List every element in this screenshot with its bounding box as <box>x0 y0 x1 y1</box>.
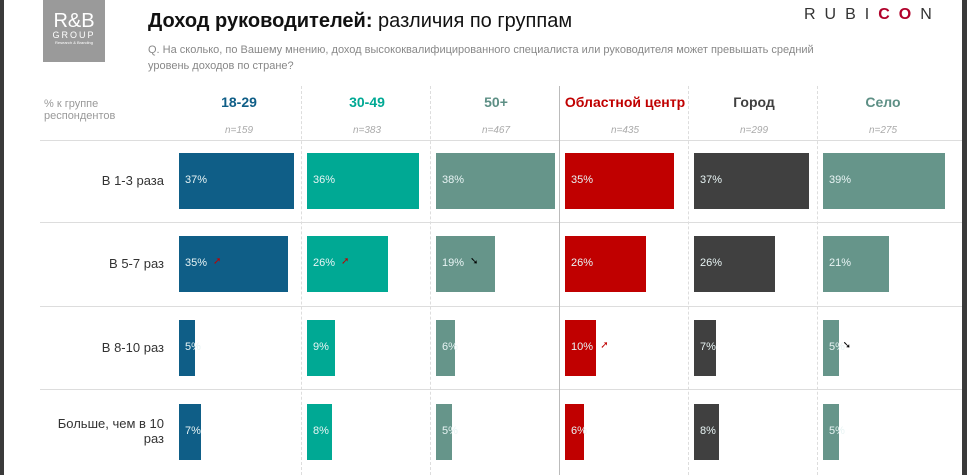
row-label: В 1-3 раза <box>101 173 164 188</box>
column-divider <box>817 86 818 475</box>
bar <box>565 153 675 209</box>
column-divider <box>301 86 302 475</box>
data-label: 35% <box>185 257 208 269</box>
sample-size: n=383 <box>352 125 382 136</box>
data-label: 10% <box>571 340 594 353</box>
question-text: Q. На сколько, по Вашему мнению, доход в… <box>148 44 814 72</box>
row-divider <box>40 140 962 141</box>
bar <box>565 236 647 292</box>
bar <box>694 153 810 209</box>
logo-group: GROUP <box>52 30 96 40</box>
sample-size: n=299 <box>739 125 769 136</box>
data-label: 26% <box>571 257 594 269</box>
data-label: 26% <box>700 257 723 269</box>
bar <box>179 236 289 292</box>
column-header: 30-49 <box>349 94 385 110</box>
data-label: 21% <box>829 257 852 269</box>
bar <box>307 404 332 460</box>
brand-a: RUBI <box>804 6 879 23</box>
bar <box>694 319 716 376</box>
data-label: 5% <box>185 340 201 353</box>
brand-c: N <box>920 6 941 23</box>
data-label: 38% <box>442 174 465 186</box>
bar <box>436 404 452 460</box>
arrow-up-icon: ➚ <box>600 339 609 351</box>
data-label: 5% <box>829 425 845 437</box>
logo-sub: Research & Branding <box>54 40 94 45</box>
title-rest: различия по группам <box>372 10 573 32</box>
arrow-up-icon: ➚ <box>213 256 222 267</box>
data-label: 7% <box>700 340 716 353</box>
data-label: 39% <box>829 174 852 186</box>
column-divider <box>688 86 689 475</box>
data-label: 6% <box>442 340 458 353</box>
row-label: Больше, чем в 10 раз <box>57 416 164 446</box>
brand-b: CO <box>878 6 921 23</box>
data-label: 37% <box>185 174 208 186</box>
bar <box>307 236 389 292</box>
bar <box>694 404 719 460</box>
rubicon-logo: RUBICON <box>804 6 941 24</box>
arrow-down-icon: ➘ <box>470 256 479 267</box>
arrow-up-icon: ➚ <box>341 256 350 267</box>
bar <box>694 236 776 292</box>
column-divider <box>430 86 431 475</box>
column-header: Село <box>865 94 901 110</box>
data-label: 35% <box>571 174 594 186</box>
data-label: 6% <box>571 425 587 437</box>
sample-size: n=467 <box>481 125 511 136</box>
bar <box>823 319 839 376</box>
sample-size: n=159 <box>224 125 254 136</box>
sample-size: n=435 <box>610 125 640 136</box>
data-label: 8% <box>313 425 329 437</box>
bar <box>436 236 496 292</box>
page-title: Доход руководителей: различия по группам <box>148 10 572 33</box>
column-header: 18-29 <box>221 94 257 110</box>
data-label: 5% <box>442 425 458 437</box>
column-divider <box>559 86 560 475</box>
column-header: 50+ <box>484 94 508 110</box>
arrow-down-icon: ➘ <box>842 339 851 351</box>
data-label: 5% <box>829 340 845 353</box>
logo-main: R&B <box>53 10 95 32</box>
data-label: 8% <box>700 425 716 437</box>
data-label: 9% <box>313 340 329 353</box>
bar <box>307 319 336 376</box>
sample-size: n=275 <box>868 125 898 136</box>
bar <box>823 236 889 292</box>
row-divider <box>40 306 962 307</box>
row-label: В 8-10 раз <box>101 339 164 355</box>
row-label: В 5-7 раз <box>109 256 164 271</box>
data-label: 37% <box>700 174 723 186</box>
bar <box>307 153 420 209</box>
bar <box>179 153 295 209</box>
bar <box>565 404 584 460</box>
bar <box>436 319 455 376</box>
column-header: Город <box>733 94 775 110</box>
row-divider <box>40 222 962 223</box>
bar <box>823 153 945 209</box>
bar <box>179 404 201 460</box>
bar <box>436 153 555 209</box>
data-label: 19% <box>442 257 465 269</box>
row-divider <box>40 389 962 390</box>
bar <box>179 319 195 376</box>
column-header: Областной центр <box>564 94 686 110</box>
data-label: 26% <box>313 257 336 269</box>
data-label: 36% <box>313 174 336 186</box>
bar <box>823 404 839 460</box>
data-label: 7% <box>185 425 201 437</box>
slide: R&B GROUP Research & Branding Доход руко… <box>4 0 962 475</box>
title-bold: Доход руководителей: <box>148 10 373 32</box>
rb-group-logo: R&B GROUP Research & Branding <box>43 0 105 62</box>
bar <box>565 319 597 376</box>
unit-label: % к группе респондентов <box>44 98 116 122</box>
